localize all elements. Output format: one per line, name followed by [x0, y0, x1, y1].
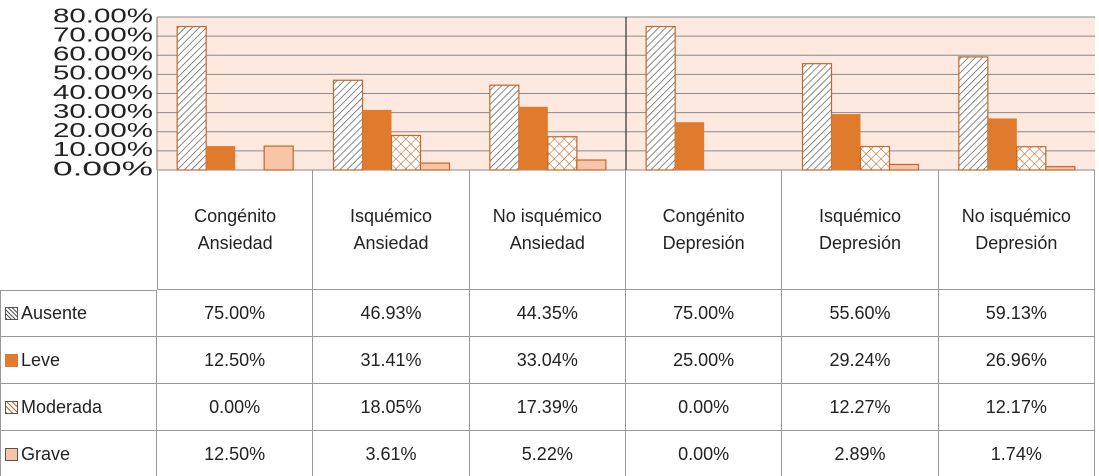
- value-cell: 12.17%: [938, 384, 1095, 431]
- legend-entry: Grave: [0, 431, 157, 476]
- value-cell: 46.93%: [313, 290, 470, 337]
- bar: [263, 145, 294, 171]
- bar: [675, 122, 705, 170]
- value-cell: 17.39%: [469, 384, 626, 431]
- y-tick-label: 30.00%: [53, 101, 153, 123]
- legend-key: [5, 447, 18, 461]
- bar: [1016, 146, 1047, 171]
- bar: [859, 145, 891, 171]
- bar: [362, 109, 392, 170]
- bar: [888, 163, 920, 171]
- value-cell: 31.41%: [313, 337, 470, 384]
- value-cell: 59.13%: [938, 290, 1095, 337]
- y-tick-label: 40.00%: [53, 82, 153, 104]
- value-cell: 75.00%: [157, 290, 314, 337]
- legend-key: [5, 400, 18, 414]
- value-cell: 12.27%: [782, 384, 939, 431]
- bar: [987, 118, 1017, 170]
- legend-key: [5, 307, 18, 320]
- legend-text: Leve: [21, 349, 61, 370]
- value-cell: 0.00%: [626, 384, 783, 431]
- bar: [489, 84, 520, 171]
- category-label: No isquémico Depresión: [938, 170, 1095, 290]
- legend-entry: Leve: [0, 337, 157, 384]
- bar: [958, 56, 989, 171]
- value-cell: 75.00%: [626, 290, 783, 337]
- category-label: Isquémico Ansiedad: [313, 170, 470, 290]
- legend-entry: Moderada: [0, 384, 157, 431]
- y-tick-label: 10.00%: [53, 139, 153, 161]
- category-label: No isquémico Ansiedad: [469, 170, 626, 290]
- value-cell: 0.00%: [626, 431, 783, 476]
- bar: [390, 134, 422, 171]
- y-tick-label: 60.00%: [53, 44, 153, 66]
- legend-entry: Ausente: [0, 290, 157, 337]
- bar: [645, 25, 676, 171]
- y-tick-label: 0.00%: [53, 158, 153, 180]
- category-label: Isquémico Depresión: [782, 170, 939, 290]
- value-cell: 25.00%: [626, 337, 783, 384]
- bar: [206, 146, 236, 170]
- bar: [547, 136, 578, 171]
- value-cell: 3.61%: [313, 431, 470, 476]
- y-tick-label: 70.00%: [53, 24, 153, 46]
- bar: [801, 63, 833, 171]
- bar: [518, 106, 548, 170]
- category-label: Congénito Ansiedad: [157, 170, 314, 290]
- bar: [419, 162, 451, 171]
- y-tick-label: 50.00%: [53, 63, 153, 85]
- legend-text: Ausente: [21, 303, 88, 324]
- value-cell: 29.24%: [782, 337, 939, 384]
- value-cell: 1.74%: [939, 431, 1095, 476]
- y-tick-label: 80.00%: [53, 5, 153, 27]
- y-tick-label: 20.00%: [53, 120, 153, 142]
- value-cell: 26.96%: [938, 337, 1095, 384]
- value-cell: 0.00%: [157, 384, 314, 431]
- bar: [332, 79, 364, 171]
- legend-key: [5, 353, 18, 367]
- category-label: Congénito Depresión: [626, 170, 783, 290]
- value-cell: 18.05%: [313, 384, 470, 431]
- bar: [831, 114, 861, 170]
- value-cell: 33.04%: [469, 337, 626, 384]
- value-cell: 44.35%: [469, 290, 626, 337]
- legend-text: Moderada: [21, 396, 103, 417]
- bar: [576, 159, 607, 171]
- bar: [176, 25, 207, 171]
- legend-text: Grave: [21, 443, 71, 464]
- value-cell: 55.60%: [782, 290, 939, 337]
- value-cell: 5.22%: [470, 431, 626, 476]
- value-cell: 12.50%: [157, 431, 314, 476]
- value-cell: 12.50%: [157, 337, 314, 384]
- value-cell: 2.89%: [782, 431, 939, 476]
- bar: [1045, 166, 1076, 171]
